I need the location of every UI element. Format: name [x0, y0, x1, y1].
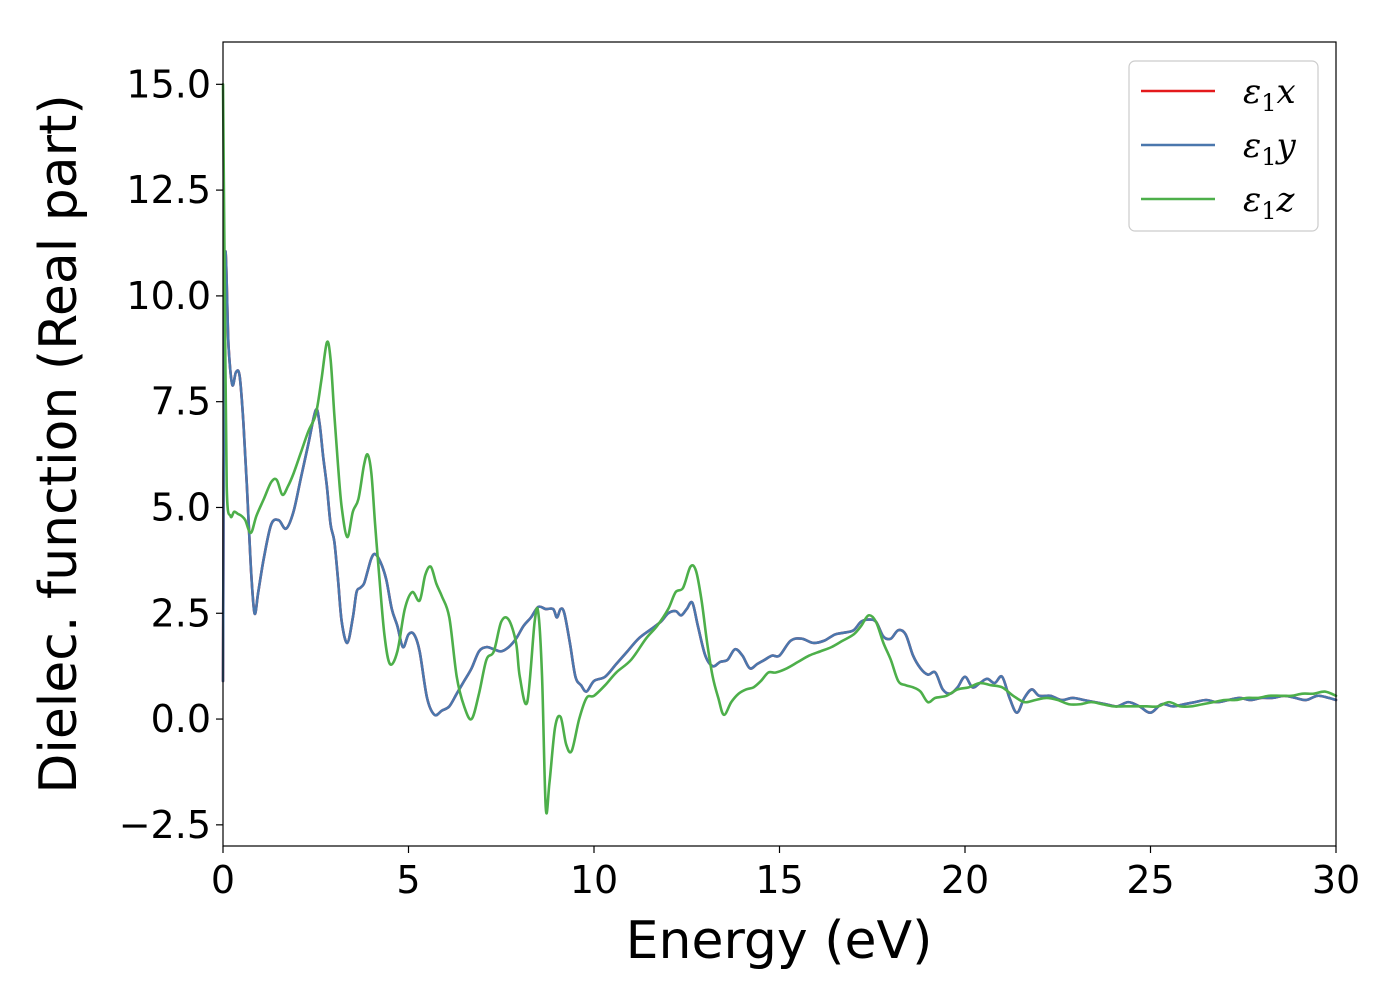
y-tick-label: −2.5: [119, 803, 211, 847]
legend-variable: y: [1275, 126, 1297, 166]
legend-variable: z: [1276, 180, 1296, 220]
legend-subscript: 1: [1261, 89, 1276, 117]
x-tick-label: 5: [396, 858, 420, 902]
legend-item-eps1-z: ε1z: [1141, 180, 1296, 225]
x-tick-label: 15: [755, 858, 803, 902]
y-tick-label: 15.0: [126, 62, 211, 106]
y-tick-label: 0.0: [151, 697, 211, 741]
legend-subscript: 1: [1261, 197, 1276, 225]
legend-item-eps1-x: ε1x: [1141, 72, 1296, 117]
y-tick-label: 5.0: [151, 485, 211, 529]
legend-symbol: ε: [1243, 72, 1261, 112]
legend-variable: x: [1277, 72, 1296, 112]
series-layer: [221, 83, 1338, 815]
legend-box: [1128, 60, 1319, 232]
y-tick-label: 12.5: [126, 168, 211, 212]
legend-symbol: ε: [1243, 180, 1261, 220]
y-axis-title: Dielec. function (Real part): [29, 94, 89, 793]
y-axis-ticks: −2.5 0.0 2.5 5.0 7.5 10.0 12.5 15.0: [119, 62, 223, 847]
x-tick-label: 10: [570, 858, 618, 902]
x-tick-label: 20: [941, 858, 989, 902]
y-tick-label: 2.5: [151, 591, 211, 635]
x-tick-label: 25: [1126, 858, 1174, 902]
legend-label: ε1z: [1243, 180, 1296, 225]
legend-label: ε1y: [1243, 126, 1297, 171]
legend-label: ε1x: [1243, 72, 1296, 117]
legend-item-eps1-y: ε1y: [1141, 126, 1297, 171]
series-line-eps1-z: [221, 83, 1338, 815]
legend-symbol: ε: [1243, 126, 1261, 166]
x-tick-label: 30: [1312, 858, 1360, 902]
y-tick-label: 7.5: [151, 380, 211, 424]
y-tick-label: 10.0: [126, 274, 211, 318]
x-axis-title: Energy (eV): [626, 911, 933, 971]
legend-subscript: 1: [1261, 143, 1276, 171]
x-tick-label: 0: [211, 858, 235, 902]
x-axis-ticks: 0 5 10 15 20 25 30: [211, 846, 1360, 902]
